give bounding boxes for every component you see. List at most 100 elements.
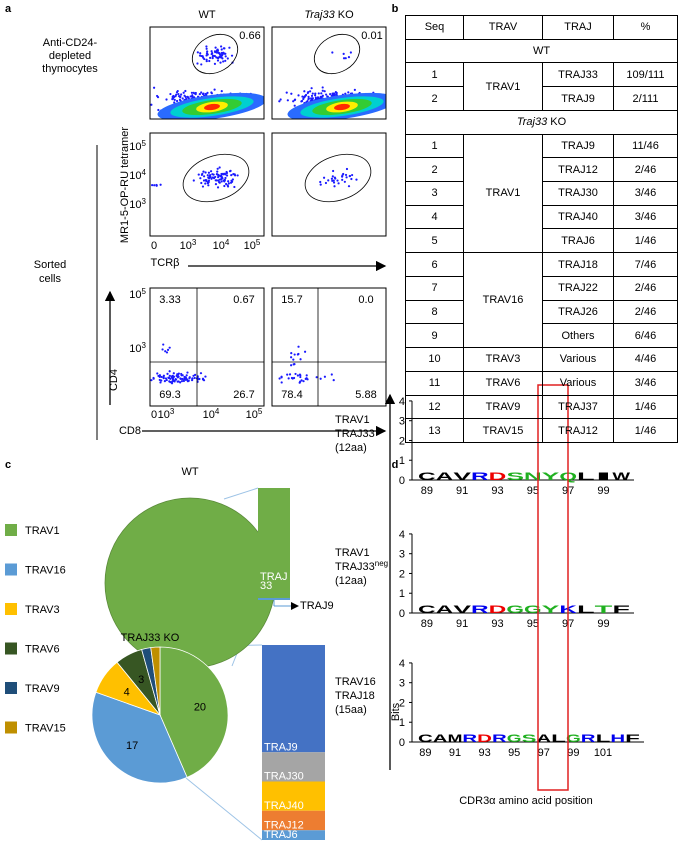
event-dot <box>298 373 302 376</box>
legend-label: TRAV16 <box>25 565 66 577</box>
event-dot <box>228 170 232 173</box>
event-dot <box>199 52 202 55</box>
logo-label: (12aa) <box>335 575 367 587</box>
event-dot <box>190 379 194 382</box>
table-cell: 1/46 <box>613 418 678 443</box>
event-dot <box>220 176 224 179</box>
event-dot <box>315 376 318 379</box>
event-dot <box>341 178 344 181</box>
event-dot <box>202 179 206 182</box>
event-dot <box>159 381 162 384</box>
event-dot <box>224 182 228 186</box>
event-dot <box>290 356 293 359</box>
event-dot <box>216 179 220 182</box>
event-dot <box>169 381 172 384</box>
event-dot <box>347 91 350 94</box>
logo-label-part: TRAJ33 <box>335 561 375 573</box>
event-dot <box>211 57 214 60</box>
event-dot <box>159 183 162 186</box>
event-dot <box>231 180 234 183</box>
table-cell: TRAJ <box>542 15 614 40</box>
event-dot <box>219 53 222 56</box>
event-dot <box>220 51 223 55</box>
event-dot <box>217 174 220 177</box>
event-dot <box>332 92 336 96</box>
tick-label: 103 <box>180 238 197 252</box>
density-contour <box>204 103 220 111</box>
event-dot <box>314 94 317 97</box>
event-dot <box>321 94 324 97</box>
tick-base: 10 <box>180 240 192 252</box>
event-dot <box>186 95 189 98</box>
event-dot <box>299 375 302 379</box>
logo-letter: W <box>612 471 631 483</box>
logo-letter: R <box>492 733 507 745</box>
logo-label: TRAV16 <box>335 676 376 688</box>
event-dot <box>297 352 300 356</box>
logo-letter: C <box>418 733 433 745</box>
tick-base: 10 <box>246 409 258 421</box>
event-dot <box>215 56 218 59</box>
table-cell: TRAJ33 <box>542 62 614 88</box>
legend-swatch <box>5 603 17 615</box>
event-dot <box>343 180 346 183</box>
event-dot <box>169 92 172 96</box>
y-tick-label: 0 <box>399 608 405 620</box>
logo-letter: M <box>448 733 463 745</box>
event-dot <box>164 350 167 353</box>
event-dot <box>316 96 320 99</box>
event-dot <box>194 93 197 96</box>
event-dot <box>319 180 322 184</box>
event-dot <box>214 46 217 49</box>
event-dot <box>304 94 307 97</box>
event-dot <box>213 88 216 91</box>
event-dot <box>337 182 340 185</box>
event-dot <box>143 102 145 104</box>
legend-swatch <box>5 642 17 655</box>
logo-label: (12aa) <box>335 442 367 454</box>
logo-letter: G <box>566 733 581 745</box>
event-dot <box>310 97 313 100</box>
tick-base: 10 <box>129 343 141 355</box>
event-dot <box>332 181 336 184</box>
bar-segment <box>258 488 290 598</box>
logo-letter: G <box>507 733 522 745</box>
event-dot <box>181 97 184 100</box>
plot-frame <box>149 287 265 407</box>
event-dot <box>170 376 173 379</box>
plot-frame <box>271 287 387 407</box>
event-dot <box>220 173 223 176</box>
event-dot <box>207 176 210 179</box>
event-dot <box>225 170 228 174</box>
event-dot <box>324 181 328 185</box>
flow-plot <box>265 345 335 384</box>
quadrant-value: 69.3 <box>159 389 180 401</box>
event-dot <box>286 99 289 102</box>
event-dot <box>155 184 158 187</box>
event-dot <box>151 183 154 187</box>
table-cell: 9 <box>405 323 464 349</box>
x-tick-label: 89 <box>421 485 433 497</box>
y-tick-label: 2 <box>399 697 405 709</box>
tick-base: 10 <box>129 199 141 211</box>
event-dot <box>152 376 155 380</box>
event-dot <box>330 177 334 180</box>
table-cell: 3/46 <box>613 181 678 206</box>
plot-frame <box>271 132 387 237</box>
table-cell: TRAJ6 <box>542 228 614 254</box>
y-tick-label: 3 <box>399 678 405 690</box>
event-dot <box>307 90 310 94</box>
event-dot <box>353 88 356 91</box>
event-dot <box>297 345 300 348</box>
event-dot <box>200 181 203 185</box>
event-dot <box>332 169 335 173</box>
tick-label: 0 <box>151 240 157 252</box>
table-row: 6 TRAV16 TRAJ18 7/46 <box>405 252 678 349</box>
event-dot <box>218 181 221 184</box>
logo-letter: C <box>418 604 436 616</box>
y-tick-label: 3 <box>399 416 405 428</box>
event-dot <box>265 374 267 376</box>
gate <box>191 33 239 75</box>
table-cell: TRAV9 <box>463 394 543 420</box>
